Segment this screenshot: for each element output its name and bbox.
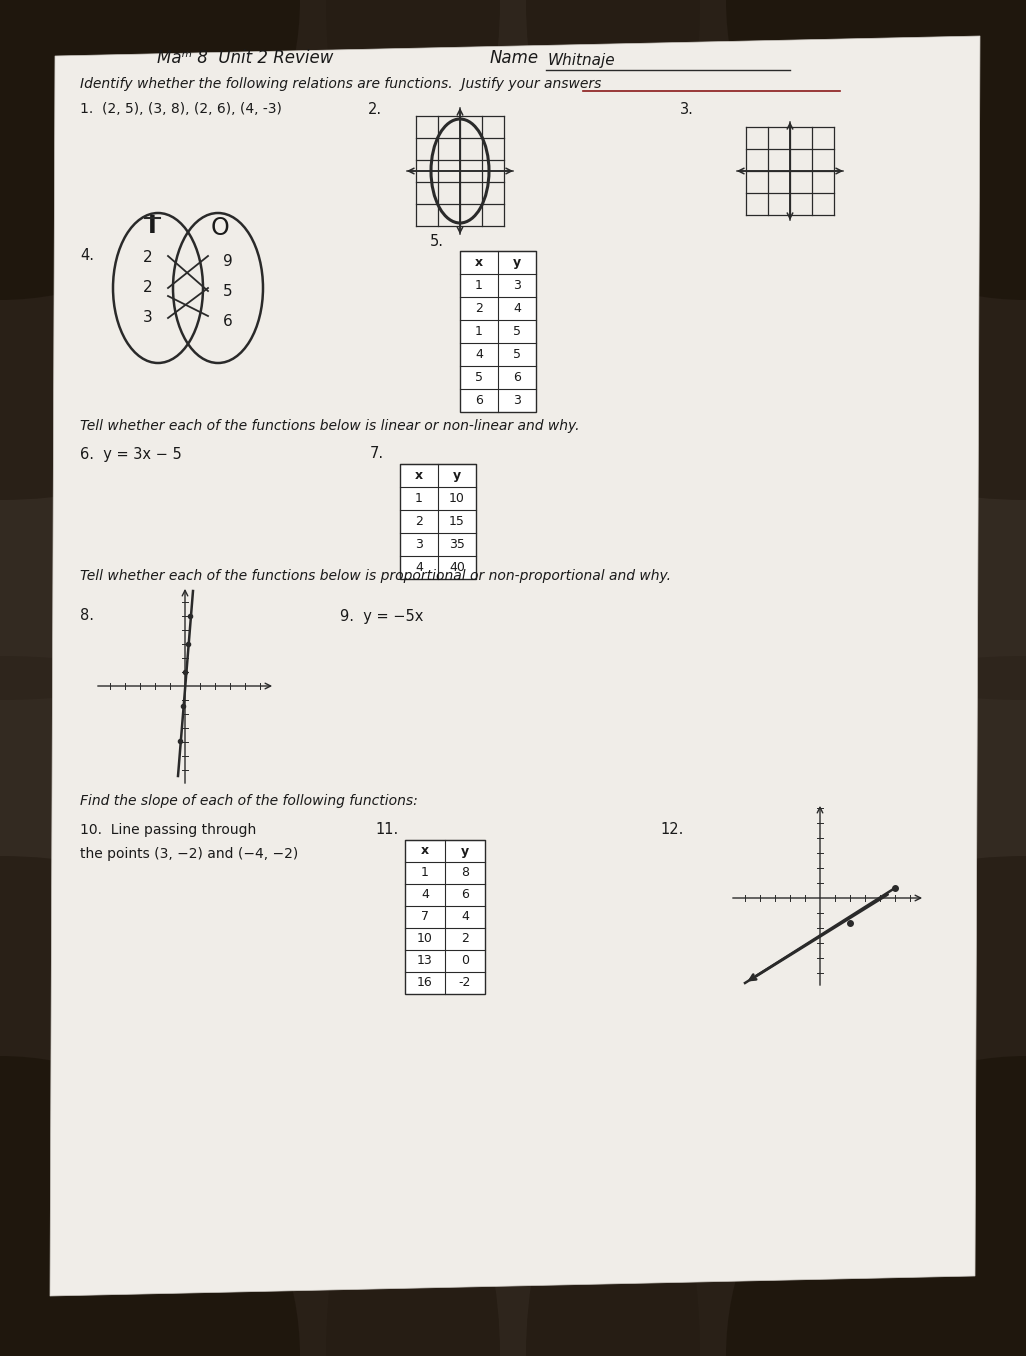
Text: 0: 0 (461, 955, 469, 967)
Bar (460, 251, 536, 412)
Text: 4: 4 (421, 888, 429, 902)
Text: 1: 1 (416, 492, 423, 504)
Text: 8.: 8. (80, 609, 94, 624)
Text: 6.  y = 3x − 5: 6. y = 3x − 5 (80, 446, 182, 461)
Text: y: y (513, 256, 521, 268)
Text: 10: 10 (449, 492, 465, 504)
Circle shape (726, 0, 1026, 300)
Text: 1.  (2, 5), (3, 8), (2, 6), (4, -3): 1. (2, 5), (3, 8), (2, 6), (4, -3) (80, 102, 282, 117)
Text: Tell whether each of the functions below is proportional or non-proportional and: Tell whether each of the functions below… (80, 570, 671, 583)
Text: 5: 5 (513, 325, 521, 338)
Circle shape (0, 0, 300, 300)
Text: 13: 13 (418, 955, 433, 967)
Text: 1: 1 (475, 325, 483, 338)
Text: 2: 2 (461, 933, 469, 945)
Bar (400, 464, 476, 579)
Text: 8: 8 (461, 866, 469, 880)
Text: 6: 6 (223, 313, 233, 328)
Circle shape (0, 1056, 300, 1356)
Text: 6: 6 (513, 372, 521, 384)
Text: 4: 4 (475, 348, 483, 361)
Polygon shape (50, 37, 980, 1296)
Text: Name: Name (490, 49, 539, 66)
Text: 5: 5 (224, 283, 233, 298)
Text: 2: 2 (144, 251, 153, 266)
Text: Find the slope of each of the following functions:: Find the slope of each of the following … (80, 795, 418, 808)
Text: 2.: 2. (368, 102, 382, 117)
Text: 6: 6 (461, 888, 469, 902)
Text: 16: 16 (418, 976, 433, 990)
Text: 12.: 12. (660, 823, 683, 838)
Text: -2: -2 (459, 976, 471, 990)
Text: x: x (475, 256, 483, 268)
Text: 15: 15 (449, 515, 465, 527)
Text: y: y (452, 469, 461, 481)
Bar (405, 839, 485, 994)
Text: 1: 1 (475, 279, 483, 292)
Text: O: O (210, 216, 230, 240)
Circle shape (726, 1056, 1026, 1356)
Text: 4: 4 (461, 910, 469, 923)
Circle shape (0, 0, 700, 700)
Text: y: y (461, 845, 469, 857)
Text: x: x (421, 845, 429, 857)
Text: 7.: 7. (370, 446, 384, 461)
Text: 6: 6 (475, 395, 483, 407)
Text: 10.  Line passing through: 10. Line passing through (80, 823, 256, 837)
Text: 4: 4 (513, 302, 521, 315)
Text: 35: 35 (449, 538, 465, 551)
Text: the points (3, −2) and (−4, −2): the points (3, −2) and (−4, −2) (80, 848, 299, 861)
Text: 2: 2 (144, 281, 153, 296)
Text: 3: 3 (143, 311, 153, 325)
Text: 4.: 4. (80, 248, 94, 263)
Text: 2: 2 (475, 302, 483, 315)
Text: Tell whether each of the functions below is linear or non-linear and why.: Tell whether each of the functions below… (80, 419, 580, 433)
Text: 9: 9 (223, 254, 233, 268)
Text: 3: 3 (513, 395, 521, 407)
Text: 7: 7 (421, 910, 429, 923)
Text: 3.: 3. (680, 102, 694, 117)
Text: 11.: 11. (374, 823, 398, 838)
Text: 2: 2 (416, 515, 423, 527)
Circle shape (526, 856, 1026, 1356)
Circle shape (326, 0, 1026, 700)
Text: Whitnaje: Whitnaje (548, 53, 616, 69)
Circle shape (326, 656, 1026, 1356)
Circle shape (0, 0, 500, 500)
Text: 3: 3 (416, 538, 423, 551)
Text: Maᵐ 8  Unit 2 Review: Maᵐ 8 Unit 2 Review (157, 49, 333, 66)
Text: x: x (415, 469, 423, 481)
Circle shape (526, 0, 1026, 500)
Text: 1: 1 (421, 866, 429, 880)
Text: I: I (148, 214, 156, 239)
Text: Identify whether the following relations are functions.  Justify your answers: Identify whether the following relations… (80, 77, 601, 91)
Text: 10: 10 (417, 933, 433, 945)
Circle shape (0, 656, 700, 1356)
Text: 4: 4 (416, 561, 423, 574)
Text: 3: 3 (513, 279, 521, 292)
Text: 5.: 5. (430, 233, 444, 248)
Text: 5: 5 (475, 372, 483, 384)
Circle shape (0, 856, 500, 1356)
Text: 5: 5 (513, 348, 521, 361)
Text: 9.  y = −5x: 9. y = −5x (340, 609, 424, 624)
Text: 40: 40 (449, 561, 465, 574)
